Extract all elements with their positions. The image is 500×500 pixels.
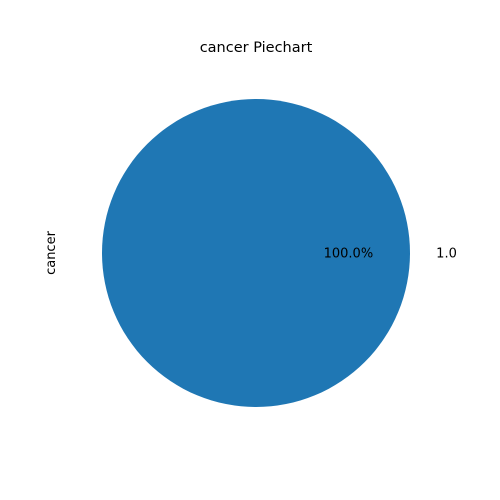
chart-title: cancer Piechart (200, 40, 313, 56)
pie-slices (102, 99, 410, 407)
pie-slice-1.0 (102, 99, 410, 407)
y-axis-label: cancer (44, 230, 59, 274)
slice-category-label: 1.0 (436, 247, 457, 262)
pie-labels: 1.0 100.0% (324, 247, 457, 262)
slice-percent-label: 100.0% (324, 247, 374, 262)
